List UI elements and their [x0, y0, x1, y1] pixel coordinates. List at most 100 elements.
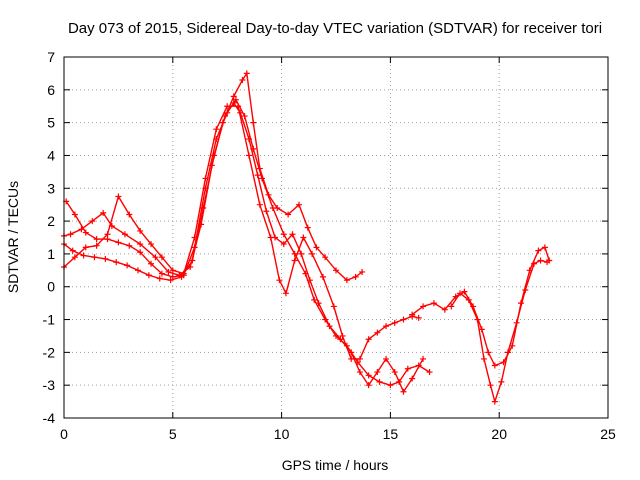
data-point-marker [80, 252, 87, 259]
series-line [63, 101, 424, 394]
data-point-marker [245, 136, 252, 143]
data-point-marker [485, 349, 492, 356]
data-point-marker [478, 326, 485, 333]
data-point-marker [280, 231, 287, 238]
data-point-marker [137, 249, 144, 256]
y-tick-label: -3 [43, 377, 56, 393]
data-point-marker [374, 329, 381, 336]
data-point-marker [267, 234, 274, 241]
data-point-marker [100, 209, 107, 216]
data-point-marker [269, 204, 276, 211]
y-tick-label: 2 [47, 213, 55, 229]
data-point-marker [158, 254, 165, 261]
data-point-marker [137, 227, 144, 234]
series-track-5 [409, 244, 553, 369]
data-point-marker [91, 254, 98, 261]
chart-title: Day 073 of 2015, Sidereal Day-to-day VTE… [68, 20, 602, 37]
data-point-marker [374, 369, 381, 376]
data-point-marker [200, 204, 207, 211]
data-point-marker [387, 382, 394, 389]
data-point-marker [82, 244, 89, 251]
y-tick-label: 6 [47, 82, 55, 98]
data-point-marker [343, 277, 350, 284]
axis-ticks: 0 5 10 15 20 25 -4 -3 -2 -1 0 1 2 3 4 5 6 7 [43, 49, 616, 442]
data-point-marker [189, 257, 196, 264]
data-point-marker [280, 241, 287, 248]
data-point-marker [126, 211, 133, 218]
data-point-marker [491, 398, 498, 405]
data-point-marker [259, 175, 266, 182]
data-point-marker [465, 296, 472, 303]
data-point-marker [531, 260, 538, 267]
data-point-marker [121, 231, 128, 238]
plot-frame [63, 56, 609, 419]
data-point-marker [522, 287, 529, 294]
data-point-marker [93, 236, 100, 243]
data-point-marker [102, 255, 109, 262]
series-track-3 [61, 99, 427, 395]
series-line [411, 246, 550, 367]
data-point-marker [304, 224, 311, 231]
series-line [63, 71, 363, 282]
data-point-marker [415, 314, 422, 321]
data-point-marker [224, 103, 231, 110]
data-point-marker [537, 257, 544, 264]
data-point-marker [211, 152, 218, 159]
data-point-marker [124, 262, 131, 269]
data-point-marker [67, 231, 74, 238]
y-tick-label: -4 [43, 410, 56, 426]
data-point-marker [230, 99, 237, 106]
data-point-marker [93, 242, 100, 249]
data-point-marker [383, 323, 390, 330]
data-point-marker [191, 234, 198, 241]
data-point-marker [289, 231, 296, 238]
data-point-marker [448, 303, 455, 310]
data-point-marker [282, 290, 289, 297]
data-point-marker [243, 70, 250, 77]
data-point-marker [69, 247, 76, 254]
data-point-marker [365, 372, 372, 379]
data-point-marker [383, 355, 390, 362]
data-point-marker [409, 375, 416, 382]
data-point-marker [169, 267, 176, 274]
data-point-marker [245, 152, 252, 159]
x-tick-label: 5 [169, 426, 177, 442]
data-point-marker [232, 96, 239, 103]
data-point-marker [457, 290, 464, 297]
data-point-marker [71, 211, 78, 218]
data-point-marker [178, 273, 185, 280]
data-point-marker [230, 93, 237, 100]
data-point-marker [409, 311, 416, 318]
data-point-marker [145, 272, 152, 279]
data-point-marker [152, 254, 159, 261]
data-point-marker [487, 382, 494, 389]
data-point-marker [239, 76, 246, 83]
data-point-marker [165, 268, 172, 275]
x-tick-label: 15 [383, 426, 399, 442]
series-track-4 [61, 103, 422, 362]
data-point-marker [544, 259, 551, 266]
data-point-marker [330, 303, 337, 310]
y-tick-label: 1 [47, 246, 55, 262]
y-tick-label: 7 [47, 49, 55, 65]
data-point-marker [115, 239, 122, 246]
data-point-marker [315, 300, 322, 307]
data-point-marker [319, 273, 326, 280]
x-tick-label: 20 [491, 426, 507, 442]
data-point-marker [276, 277, 283, 284]
data-point-marker [313, 244, 320, 251]
data-point-marker [480, 355, 487, 362]
data-point-marker [356, 369, 363, 376]
data-point-marker [89, 218, 96, 225]
data-point-marker [441, 306, 448, 313]
data-point-marker [156, 275, 163, 282]
data-point-marker [82, 229, 89, 236]
series-track-2 [63, 96, 433, 389]
data-point-marker [404, 365, 411, 372]
data-point-marker [420, 303, 427, 310]
data-point-marker [339, 332, 346, 339]
data-point-marker [306, 277, 313, 284]
x-tick-label: 0 [60, 426, 68, 442]
data-point-marker [356, 355, 363, 362]
